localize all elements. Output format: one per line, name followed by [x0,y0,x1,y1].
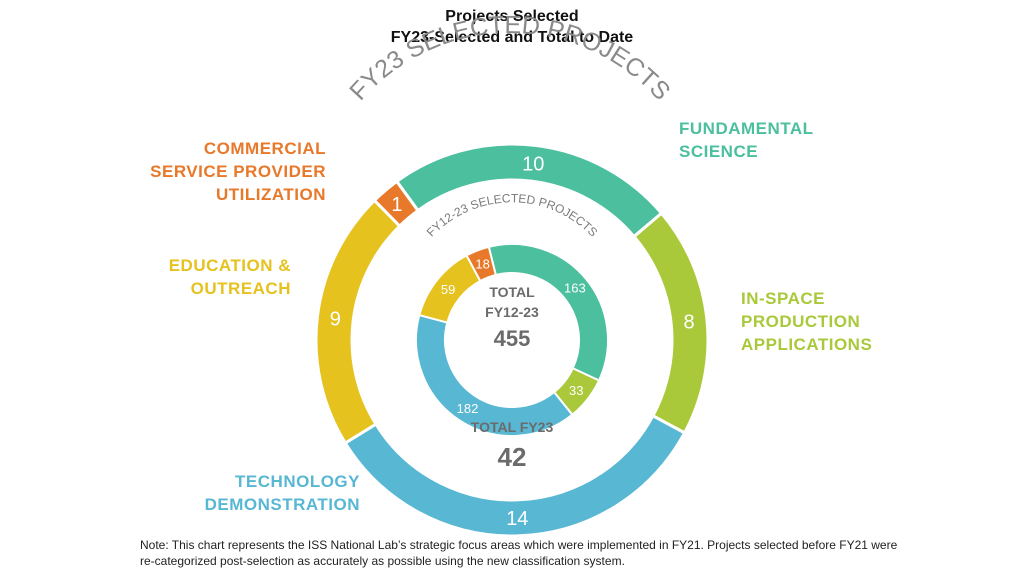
inner-ring-value-label-edu: 59 [441,282,455,297]
inner-ring-value-label-commercial: 18 [475,257,489,272]
legend-commercial-service-provider-utilization: COMMERCIAL SERVICE PROVIDER UTILIZATION [150,139,326,204]
legend-in-space-production-applications: IN-SPACE PRODUCTION APPLICATIONS [741,289,873,354]
chart-title-block: Projects Selected FY23-Selected and Tota… [0,6,1024,48]
fy23-total-label: TOTAL FY23 [471,419,554,435]
outer-ring: 10 8 14 9 1 [314,142,710,538]
inner-ring-value-label-tech: 182 [457,401,479,416]
outer-ring-value-label-commercial: 1 [391,194,402,216]
inner-ring-slice-tech [415,313,574,437]
legend-fundamental-science: FUNDAMENTAL SCIENCE [679,119,814,161]
legend-technology-demonstration: TECHNOLOGY DEMONSTRATION [204,472,360,514]
inner-ring-title: FY12-23 SELECTED PROJECTS [424,191,601,239]
chart-subtitle: FY23-Selected and Total to Date [390,29,634,46]
outer-ring-slice-inspace [631,211,710,435]
inner-ring-value-label-fundamental: 163 [564,281,586,296]
outer-ring-title: FY23 SELECTED PROJECTS [344,11,675,106]
outer-ring-value-label-edu: 9 [330,309,341,331]
center-total-label: TOTAL [489,284,535,300]
fy23-total-value: 42 [498,442,527,472]
inner-ring: 163 33 182 59 18 [415,243,609,437]
outer-ring-slice-commercial [372,179,421,229]
legend-education-outreach: EDUCATION & OUTREACH [168,256,291,298]
outer-ring-value-label-inspace: 8 [683,311,694,333]
footnote: Note: This chart represents the ISS Nati… [140,538,898,568]
chart-title: Projects Selected [445,8,579,25]
inner-ring-value-label-inspace: 33 [569,383,583,398]
outer-ring-slice-edu [314,198,402,446]
inner-ring-slice-commercial [465,245,498,283]
outer-ring-value-label-tech: 14 [506,508,528,530]
outer-ring-value-label-fundamental: 10 [522,153,544,175]
center-total-value: 455 [494,326,531,351]
center-total-period: FY12-23 [485,304,539,320]
